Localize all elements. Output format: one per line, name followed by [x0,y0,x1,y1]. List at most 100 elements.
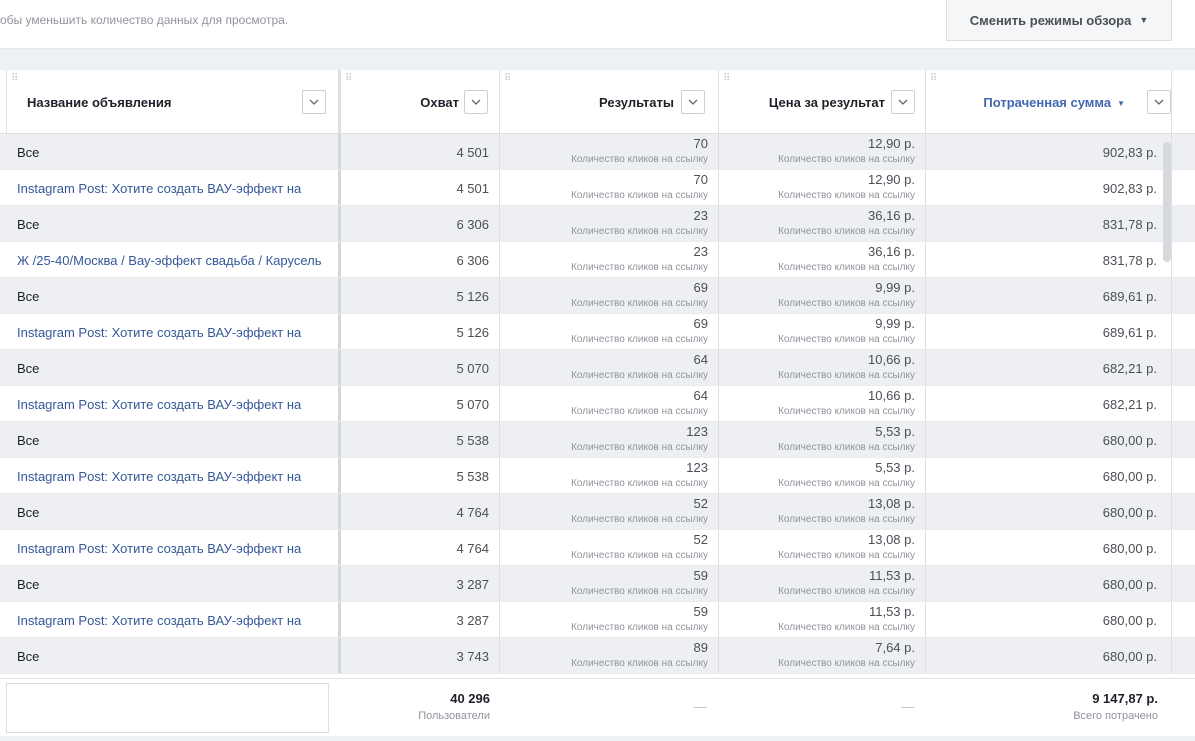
spent-value: 680,00 р. [1102,649,1157,664]
cell-spent: 680,00 р. [926,602,1172,637]
cell-ad-name[interactable]: Instagram Post: Хотите создать ВАУ-эффек… [6,386,341,421]
cell-results: 59 Количество кликов на ссылку [500,566,719,601]
cell-ad-name[interactable]: Instagram Post: Хотите создать ВАУ-эффек… [6,458,341,493]
results-type: Количество кликов на ссылку [571,622,708,633]
cell-reach: 4 501 [341,170,500,205]
change-view-mode-button[interactable]: Сменить режимы обзора ▼ [946,0,1172,41]
cell-spent: 680,00 р. [926,422,1172,457]
cost-value: 5,53 р. [875,424,915,439]
totals-row: 40 296 Пользователи — — 9 147,87 р. Всег… [0,678,1195,736]
column-header-name[interactable]: ⠿ Название объявления [6,70,341,133]
table-row[interactable]: Все 3 287 59 Количество кликов на ссылку 11,… [0,566,1195,602]
table-row[interactable]: Instagram Post: Хотите создать ВАУ-эффек… [0,602,1195,638]
cell-ad-name[interactable]: Instagram Post: Хотите создать ВАУ-эффек… [6,314,341,349]
cost-type: Количество кликов на ссылку [778,622,915,633]
table-row[interactable]: Все 5 126 69 Количество кликов на ссылку 9,9… [0,278,1195,314]
cell-ad-name[interactable]: Instagram Post: Хотите создать ВАУ-эффек… [6,530,341,565]
cell-reach: 5 070 [341,386,500,421]
cell-results: 123 Количество кликов на ссылку [500,458,719,493]
results-value: 52 [693,532,708,547]
cell-spent: 682,21 р. [926,386,1172,421]
ad-name[interactable]: Instagram Post: Хотите создать ВАУ-эффек… [17,181,302,196]
ad-name[interactable]: Instagram Post: Хотите создать ВАУ-эффек… [17,469,302,484]
ad-name: Все [17,649,40,664]
table-row[interactable]: Все 5 538 123 Количество кликов на ссылку 5,… [0,422,1195,458]
ad-name[interactable]: Instagram Post: Хотите создать ВАУ-эффек… [17,325,302,340]
results-value: 70 [693,136,708,151]
results-value: 70 [693,172,708,187]
table-row[interactable]: Все 3 743 89 Количество кликов на ссылку 7,6… [0,638,1195,674]
totals-reach-value: 40 296 [450,691,490,706]
spent-value: 682,21 р. [1102,361,1157,376]
column-header-reach[interactable]: ⠿ Охват [341,70,500,133]
column-label-name: Название объявления [27,95,172,110]
drag-handle-icon[interactable]: ⠿ [11,73,20,84]
table-row[interactable]: Все 5 070 64 Количество кликов на ссылку 10,… [0,350,1195,386]
column-header-results[interactable]: ⠿ Результаты [500,70,719,133]
ad-name[interactable]: Instagram Post: Хотите создать ВАУ-эффек… [17,397,302,412]
column-menu-button[interactable] [891,90,915,114]
spent-value: 682,21 р. [1102,397,1157,412]
cell-results: 52 Количество кликов на ссылку [500,494,719,529]
cell-results: 89 Количество кликов на ссылку [500,638,719,673]
cell-ad-name[interactable]: Instagram Post: Хотите создать ВАУ-эффек… [6,602,341,637]
results-value: 69 [693,316,708,331]
column-menu-button[interactable] [302,90,326,114]
cost-value: 9,99 р. [875,316,915,331]
table-row[interactable]: Instagram Post: Хотите создать ВАУ-эффек… [0,386,1195,422]
cell-spent: 680,00 р. [926,494,1172,529]
spent-value: 680,00 р. [1102,469,1157,484]
bottom-band [0,736,1195,741]
cell-spent: 680,00 р. [926,566,1172,601]
cost-type: Количество кликов на ссылку [778,442,915,453]
drag-handle-icon[interactable]: ⠿ [345,73,354,84]
column-menu-button[interactable] [1147,90,1171,114]
cost-type: Количество кликов на ссылку [778,514,915,525]
cell-ad-name[interactable]: Instagram Post: Хотите создать ВАУ-эффек… [6,170,341,205]
cell-reach: 4 501 [341,134,500,169]
table-row[interactable]: Все 6 306 23 Количество кликов на ссылку 36,… [0,206,1195,242]
ads-table: ⠿ Название объявления ⠿ Охват ⠿ Результа… [0,70,1195,674]
ad-name[interactable]: Instagram Post: Хотите создать ВАУ-эффек… [17,613,302,628]
table-row[interactable]: Ж /25-40/Москва / Вау-эффект свадьба / К… [0,242,1195,278]
results-value: 89 [693,640,708,655]
table-row[interactable]: Instagram Post: Хотите создать ВАУ-эффек… [0,458,1195,494]
cell-results: 69 Количество кликов на ссылку [500,314,719,349]
spent-value: 689,61 р. [1102,289,1157,304]
cell-ad-name[interactable]: Ж /25-40/Москва / Вау-эффект свадьба / К… [6,242,341,277]
cost-value: 9,99 р. [875,280,915,295]
totals-cost-cell: — [719,679,926,737]
vertical-scrollbar[interactable] [1163,142,1171,262]
table-row[interactable]: Все 4 501 70 Количество кликов на ссылку 12,… [0,134,1195,170]
ad-name[interactable]: Instagram Post: Хотите создать ВАУ-эффек… [17,541,302,556]
cell-reach: 4 764 [341,494,500,529]
ad-name[interactable]: Ж /25-40/Москва / Вау-эффект свадьба / К… [17,253,322,268]
drag-handle-icon[interactable]: ⠿ [723,73,732,84]
results-value: 69 [693,280,708,295]
results-type: Количество кликов на ссылку [571,658,708,669]
table-row[interactable]: Instagram Post: Хотите создать ВАУ-эффек… [0,530,1195,566]
table-row[interactable]: Instagram Post: Хотите создать ВАУ-эффек… [0,314,1195,350]
reach-value: 5 538 [456,469,489,484]
cost-value: 11,53 р. [868,604,915,619]
spent-value: 680,00 р. [1102,541,1157,556]
cell-reach: 5 126 [341,314,500,349]
results-value: 123 [686,460,708,475]
cell-reach: 6 306 [341,242,500,277]
reach-value: 5 538 [456,433,489,448]
table-row[interactable]: Все 4 764 52 Количество кликов на ссылку 13,… [0,494,1195,530]
reach-value: 3 287 [456,577,489,592]
drag-handle-icon[interactable]: ⠿ [930,73,939,84]
column-header-spent[interactable]: ⠿ Потраченная сумма ▼ [926,70,1172,133]
cell-reach: 3 287 [341,566,500,601]
column-header-cost[interactable]: ⠿ Цена за результат [719,70,926,133]
sort-descending-icon: ▼ [1117,99,1125,108]
ad-name: Все [17,577,40,592]
column-menu-button[interactable] [464,90,488,114]
drag-handle-icon[interactable]: ⠿ [504,73,513,84]
column-menu-button[interactable] [681,90,705,114]
cell-reach: 5 538 [341,458,500,493]
chevron-down-icon [1154,99,1164,105]
table-row[interactable]: Instagram Post: Хотите создать ВАУ-эффек… [0,170,1195,206]
cell-spent: 831,78 р. [926,206,1172,241]
